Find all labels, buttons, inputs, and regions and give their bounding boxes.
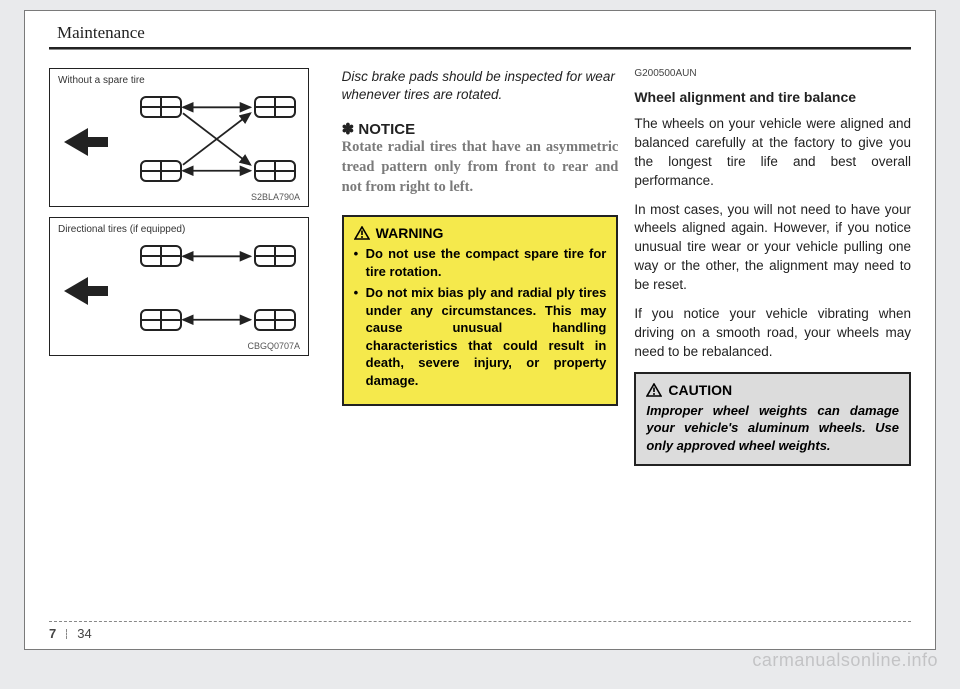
- content-columns: Without a spare tire S2BLA790A Direction…: [25, 50, 935, 466]
- reference-code: G200500AUN: [634, 68, 911, 79]
- subheading: Wheel alignment and tire balance: [634, 89, 911, 105]
- tire-icon: [140, 160, 182, 182]
- notice-heading: ✽ NOTICE: [342, 120, 619, 138]
- chapter-number: 7: [49, 626, 56, 641]
- tire-icon: [140, 309, 182, 331]
- notice-block: ✽ NOTICE Rotate radial tires that have a…: [342, 120, 619, 197]
- body-paragraph: The wheels on your vehicle were aligned …: [634, 115, 911, 191]
- direction-arrow-icon: [64, 128, 88, 156]
- caution-box: CAUTION Improper wheel weights can damag…: [634, 372, 911, 467]
- tire-icon: [254, 309, 296, 331]
- warning-item: Do not use the compact spare tire for ti…: [354, 245, 607, 280]
- warning-box: WARNING Do not use the compact spare tir…: [342, 215, 619, 405]
- column-2: Disc brake pads should be inspected for …: [342, 68, 619, 466]
- caution-body: Improper wheel weights can damage your v…: [646, 402, 899, 455]
- notice-symbol: ✽: [342, 121, 355, 138]
- warning-item: Do not mix bias ply and radial ply tires…: [354, 284, 607, 389]
- warning-triangle-icon: [354, 226, 370, 240]
- diagram-canvas: [58, 88, 300, 202]
- body-paragraph: In most cases, you will not need to have…: [634, 201, 911, 295]
- column-3: G200500AUN Wheel alignment and tire bala…: [634, 68, 911, 466]
- diagram-label: Without a spare tire: [58, 75, 300, 86]
- tire-icon: [254, 160, 296, 182]
- footer-separator: [66, 629, 67, 639]
- page-header: Maintenance: [25, 11, 935, 45]
- page-number: 34: [77, 626, 91, 641]
- tire-icon: [254, 245, 296, 267]
- diagram-canvas: [58, 237, 300, 351]
- caution-triangle-icon: [646, 383, 662, 397]
- caution-heading: CAUTION: [646, 382, 899, 398]
- notice-label: NOTICE: [358, 121, 415, 138]
- tire-icon: [140, 245, 182, 267]
- inspection-note: Disc brake pads should be inspected for …: [342, 68, 619, 104]
- tire-icon: [140, 96, 182, 118]
- warning-label: WARNING: [376, 225, 444, 241]
- watermark: carmanualsonline.info: [752, 650, 938, 671]
- warning-list: Do not use the compact spare tire for ti…: [354, 245, 607, 389]
- notice-body: Rotate radial tires that have an asymmet…: [342, 138, 619, 197]
- caution-label: CAUTION: [668, 382, 732, 398]
- page-footer: 7 34: [49, 621, 911, 641]
- diagram-directional: Directional tires (if equipped) CBGQ0707…: [49, 217, 309, 356]
- diagram-code: S2BLA790A: [251, 192, 300, 202]
- direction-arrow-icon: [64, 277, 88, 305]
- diagram-without-spare: Without a spare tire S2BLA790A: [49, 68, 309, 207]
- diagram-label: Directional tires (if equipped): [58, 224, 300, 235]
- tire-icon: [254, 96, 296, 118]
- column-1: Without a spare tire S2BLA790A Direction…: [49, 68, 326, 466]
- manual-page: Maintenance Without a spare tire S2BLA79…: [24, 10, 936, 650]
- body-paragraph: If you notice your vehicle vibrating whe…: [634, 305, 911, 362]
- section-title: Maintenance: [57, 23, 911, 43]
- diagram-code: CBGQ0707A: [247, 341, 300, 351]
- warning-heading: WARNING: [354, 225, 607, 241]
